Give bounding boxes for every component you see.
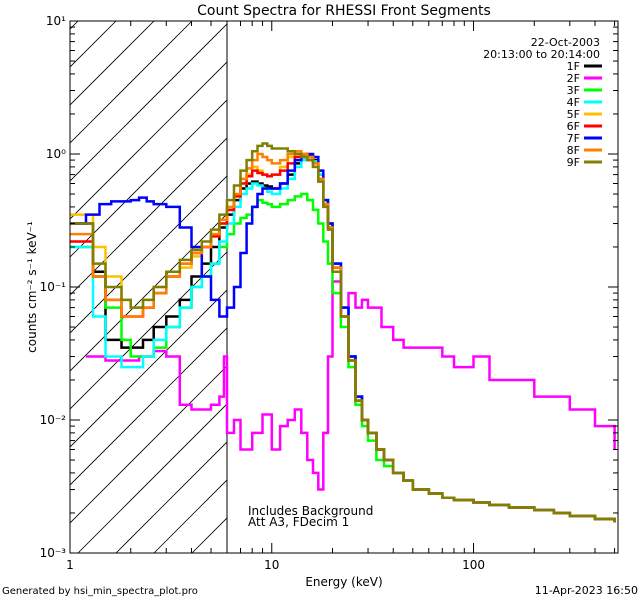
legend-time-range: 20:13:00 to 20:14:00 — [483, 48, 600, 61]
hatch-line — [77, 403, 228, 553]
legend-label-9F: 9F — [567, 156, 580, 169]
x-tick-label: 10 — [264, 558, 279, 572]
hatch-line — [458, 0, 640, 553]
legend-label-5F: 5F — [567, 108, 580, 121]
y-tick-label: 10⁻¹ — [40, 280, 67, 294]
legend-date: 22-Oct-2003 — [531, 36, 600, 49]
annotation-attenuator: Att A3, FDecim 1 — [248, 515, 349, 529]
x-tick-label: 1 — [66, 558, 74, 572]
legend-label-1F: 1F — [567, 60, 580, 73]
y-tick-label: 10¹ — [46, 14, 66, 28]
hatch-line — [70, 327, 228, 486]
hatch-line — [610, 0, 640, 553]
series-1F-line — [70, 153, 616, 523]
legend-label-6F: 6F — [567, 120, 580, 133]
hatch-line — [420, 0, 640, 553]
plot-frame — [69, 20, 619, 554]
series-3F-line — [70, 192, 616, 523]
hatch-line — [344, 0, 640, 553]
series-7F-line — [70, 152, 616, 523]
hatch-line — [70, 21, 155, 106]
hatch-line — [70, 23, 228, 182]
hatch-line — [70, 21, 193, 144]
axis-ticks: 1 10 100 10⁻³ 10⁻² 10⁻¹ 10⁰ 10¹ — [40, 14, 618, 572]
hatch-line — [70, 213, 228, 372]
hatch-line — [70, 365, 228, 524]
hatch-line — [70, 99, 228, 258]
hatch-line — [382, 0, 640, 553]
hatch-line — [70, 21, 79, 30]
series-6F-line — [70, 152, 616, 523]
series-8F-line — [70, 149, 616, 523]
legend-label-7F: 7F — [567, 132, 580, 145]
series-group — [70, 142, 616, 523]
hatch-line — [70, 21, 117, 68]
footer-generated-by: Generated by hsi_min_spectra_plot.pro — [2, 586, 198, 597]
legend-label-2F: 2F — [567, 72, 580, 85]
hatched-region — [70, 0, 640, 553]
hatch-line — [70, 175, 228, 334]
x-axis-label: Energy (keV) — [305, 575, 382, 589]
legend-label-8F: 8F — [567, 144, 580, 157]
y-tick-label: 10⁻³ — [40, 546, 67, 560]
hatch-line — [306, 0, 640, 553]
series-9F-line — [70, 142, 616, 523]
series-5F-line — [70, 152, 616, 523]
x-tick-label: 100 — [462, 558, 485, 572]
footer-timestamp: 11-Apr-2023 16:50 — [535, 584, 638, 597]
y-tick-label: 10⁰ — [46, 147, 66, 161]
y-axis-label: counts cm⁻² s⁻¹ keV⁻¹ — [25, 221, 39, 353]
hatch-line — [572, 0, 640, 553]
hatch-line — [70, 137, 228, 296]
series-2F-line — [86, 280, 616, 491]
legend-label-3F: 3F — [567, 84, 580, 97]
legend-label-4F: 4F — [567, 96, 580, 109]
hatch-line — [115, 441, 228, 553]
hatch-line — [70, 251, 228, 410]
y-tick-label: 10⁻² — [40, 413, 67, 427]
annotation-background: Includes Background — [248, 504, 373, 518]
hatch-line — [534, 0, 640, 553]
chart-title: Count Spectra for RHESSI Front Segments — [197, 3, 491, 19]
